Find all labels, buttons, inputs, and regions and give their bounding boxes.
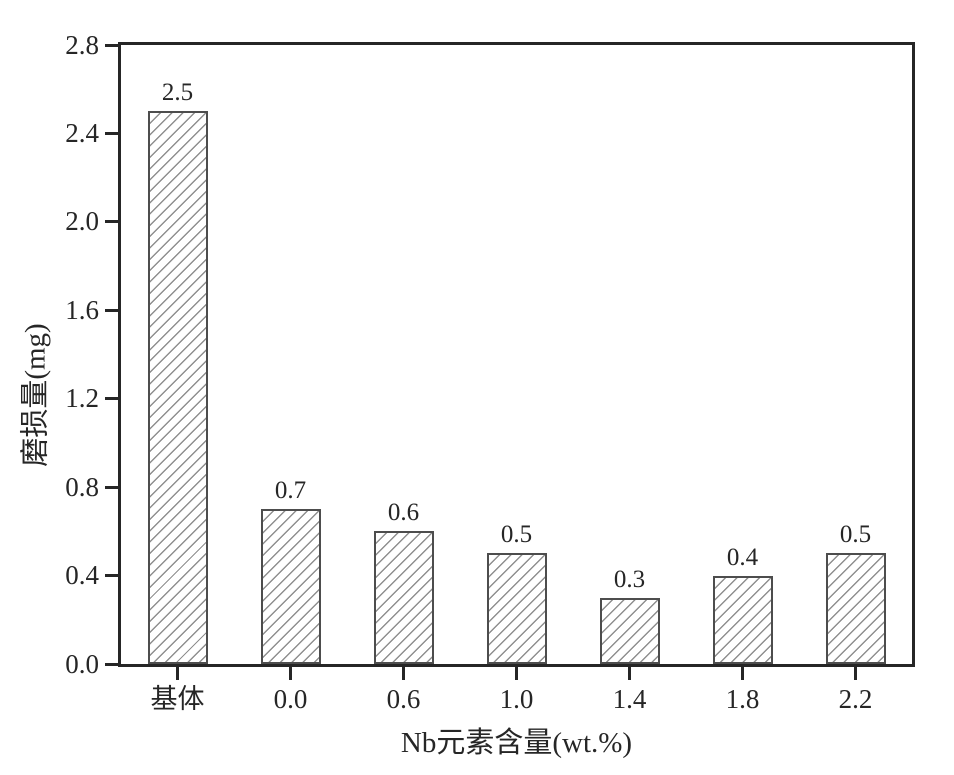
bar-基体 [147, 111, 208, 664]
y-tick-label: 0.8 [65, 471, 99, 502]
bar-value-label: 0.7 [274, 477, 307, 505]
bar-0.0 [260, 509, 321, 664]
bar-1.4 [599, 597, 660, 664]
bar-2.2 [825, 553, 886, 664]
y-tick-mark [105, 397, 118, 401]
x-tick-label: 2.2 [838, 684, 873, 714]
y-tick-label: 2.8 [65, 29, 99, 60]
y-tick-label: 2.4 [65, 117, 99, 148]
y-tick-mark [105, 574, 118, 578]
x-tick-mark [176, 667, 179, 680]
y-tick-label: 0.4 [65, 560, 99, 591]
x-tick-mark [289, 667, 292, 680]
bar-value-label: 0.5 [839, 521, 872, 549]
x-tick-mark [402, 667, 405, 680]
y-tick-label: 2.0 [65, 206, 99, 237]
x-tick-label: 基体 [150, 684, 205, 714]
x-tick-label: 0.0 [273, 684, 308, 714]
bar-value-label: 0.5 [500, 521, 533, 549]
bar-value-label: 0.3 [613, 565, 646, 593]
bar-1.8 [712, 575, 773, 664]
y-tick-label: 1.2 [65, 383, 99, 414]
y-tick-mark [105, 131, 118, 135]
bar-0.6 [373, 531, 434, 664]
y-tick-mark [105, 308, 118, 312]
x-axis-title: Nb元素含量(wt.%) [400, 727, 633, 759]
y-tick-mark [105, 485, 118, 489]
y-tick-mark [105, 220, 118, 224]
x-tick-mark [515, 667, 518, 680]
x-tick-label: 0.6 [386, 684, 421, 714]
y-tick-label: 0.0 [65, 648, 99, 679]
x-tick-mark [854, 667, 857, 680]
bar-value-label: 0.4 [726, 543, 759, 571]
plot-area [118, 42, 915, 667]
x-tick-label: 1.0 [499, 684, 534, 714]
y-tick-label: 1.6 [65, 294, 99, 325]
y-tick-mark [105, 43, 118, 47]
x-tick-label: 1.4 [612, 684, 647, 714]
y-tick-mark [105, 662, 118, 666]
x-tick-mark [628, 667, 631, 680]
x-tick-label: 1.8 [725, 684, 760, 714]
x-tick-mark [741, 667, 744, 680]
bar-value-label: 0.6 [387, 499, 420, 527]
bar-1.0 [486, 553, 547, 664]
bar-value-label: 2.5 [161, 79, 194, 107]
